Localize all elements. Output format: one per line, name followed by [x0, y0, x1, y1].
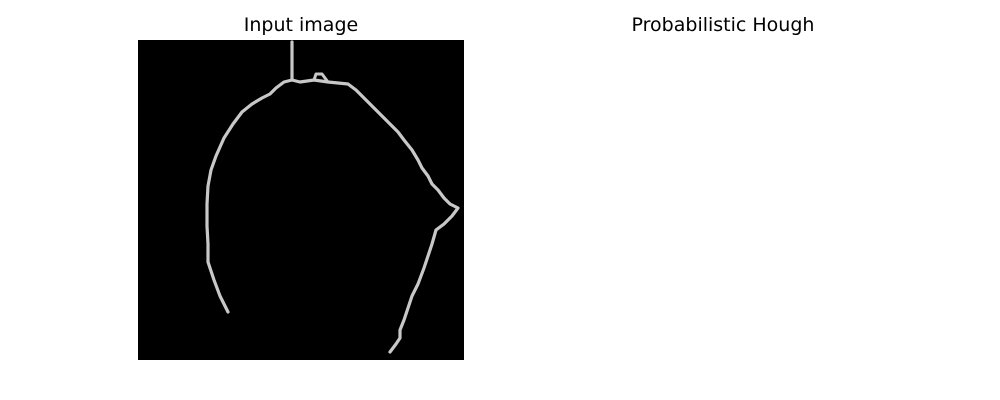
edge-contour	[205, 78, 460, 354]
input-image-title: Input image	[243, 14, 359, 36]
probabilistic-hough-panel	[560, 40, 886, 360]
edge-bump	[312, 72, 330, 83]
input-image-panel	[138, 40, 464, 360]
probabilistic-hough-title: Probabilistic Hough	[631, 14, 815, 36]
edge-image	[138, 40, 464, 360]
